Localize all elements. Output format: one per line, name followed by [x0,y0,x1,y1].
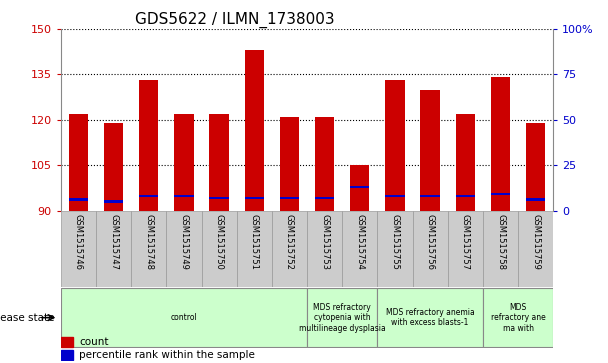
Bar [272,211,307,287]
Bar [209,197,229,199]
Bar [526,199,545,201]
Text: MDS refractory anemia
with excess blasts-1: MDS refractory anemia with excess blasts… [386,308,474,327]
Bar [167,211,201,287]
Bar [455,195,475,197]
Bar [315,197,334,199]
Text: GSM1515753: GSM1515753 [320,214,329,270]
Text: GSM1515751: GSM1515751 [250,214,259,270]
Bar [491,77,510,211]
Bar [518,211,553,287]
Bar [69,114,88,211]
Bar [104,123,123,211]
Text: GSM1515759: GSM1515759 [531,214,540,270]
Bar [447,211,483,287]
Text: GSM1515747: GSM1515747 [109,214,118,270]
Bar [244,197,264,199]
Bar [131,211,167,287]
Bar [61,337,73,347]
Bar [61,288,307,347]
Bar [201,211,237,287]
Bar [96,211,131,287]
Text: GDS5622 / ILMN_1738003: GDS5622 / ILMN_1738003 [134,12,334,28]
Bar [104,200,123,203]
Bar [174,114,193,211]
Bar [526,123,545,211]
Bar [280,117,299,211]
Bar [455,114,475,211]
Text: GSM1515748: GSM1515748 [144,214,153,270]
Bar [421,90,440,211]
Text: GSM1515750: GSM1515750 [215,214,224,270]
Bar [280,197,299,199]
Bar [61,211,96,287]
Text: MDS
refractory ane
ma with: MDS refractory ane ma with [491,303,545,333]
Text: GSM1515756: GSM1515756 [426,214,435,270]
Bar [350,186,370,188]
Bar [237,211,272,287]
Text: GSM1515757: GSM1515757 [461,214,470,270]
Bar [61,350,73,360]
Text: GSM1515758: GSM1515758 [496,214,505,270]
Bar [378,211,413,287]
Bar [174,195,193,197]
Bar [385,81,405,211]
Bar [209,114,229,211]
Text: GSM1515749: GSM1515749 [179,214,188,270]
Text: control: control [171,313,197,322]
Text: GSM1515754: GSM1515754 [355,214,364,270]
Text: GSM1515755: GSM1515755 [390,214,399,270]
Text: percentile rank within the sample: percentile rank within the sample [79,350,255,360]
Bar [413,211,447,287]
Bar [69,199,88,201]
Text: GSM1515746: GSM1515746 [74,214,83,270]
Text: disease state: disease state [0,313,55,323]
Bar [139,195,159,197]
Bar [350,165,370,211]
Bar [421,195,440,197]
Bar [342,211,378,287]
Bar [139,81,159,211]
Text: MDS refractory
cytopenia with
multilineage dysplasia: MDS refractory cytopenia with multilinea… [299,303,385,333]
Bar [483,288,553,347]
Bar [307,288,378,347]
Bar [491,193,510,195]
Bar [385,195,405,197]
Bar [315,117,334,211]
Bar [307,211,342,287]
Bar [483,211,518,287]
Text: GSM1515752: GSM1515752 [285,214,294,270]
Text: count: count [79,337,109,347]
Bar [244,50,264,211]
Bar [378,288,483,347]
